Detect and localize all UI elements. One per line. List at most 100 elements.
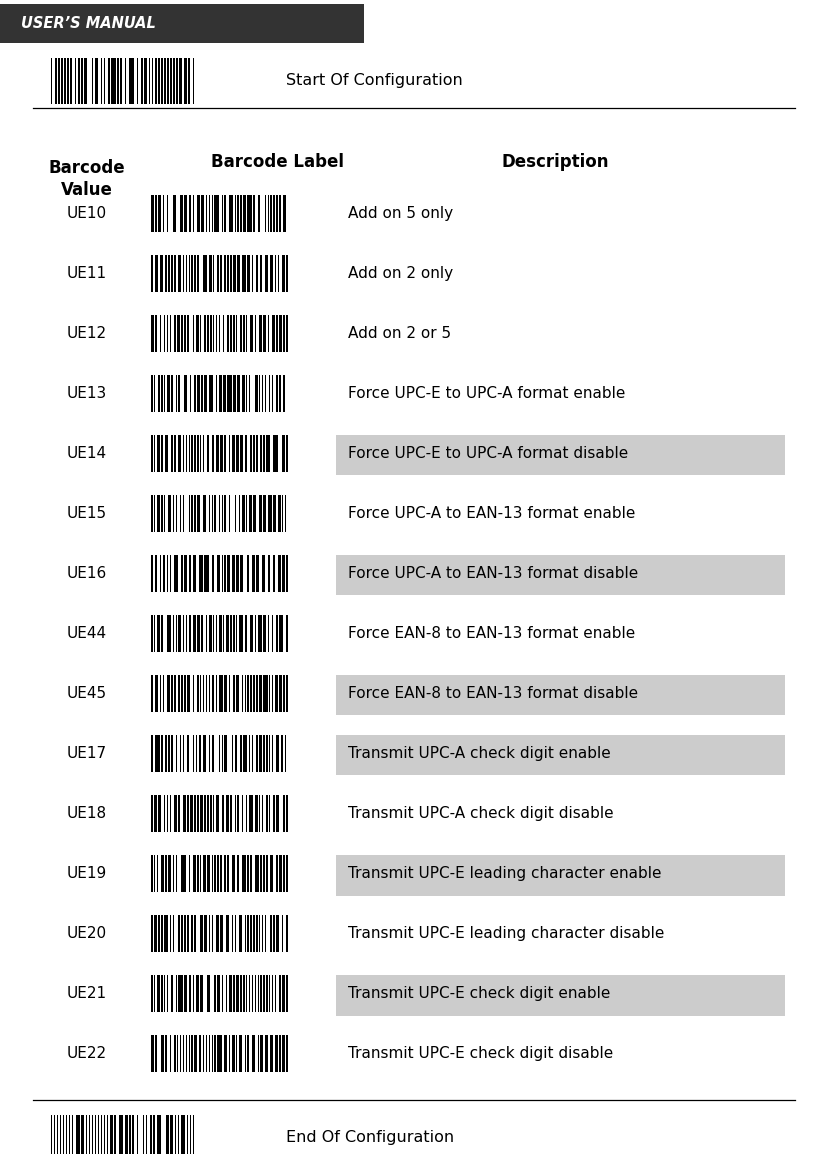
Bar (155, 735, 160, 772)
Bar (214, 855, 216, 892)
Bar (54, 1115, 55, 1154)
Bar (154, 975, 155, 1012)
Bar (255, 315, 256, 352)
Bar (256, 915, 257, 952)
Bar (125, 58, 127, 104)
Text: UE12: UE12 (67, 327, 107, 340)
Bar (78, 58, 79, 104)
Bar (224, 1035, 227, 1072)
Bar (211, 675, 214, 712)
Bar (155, 255, 158, 292)
Bar (236, 975, 238, 1012)
Bar (198, 1035, 201, 1072)
Bar (200, 435, 201, 472)
Bar (179, 195, 183, 232)
Bar (132, 1115, 134, 1154)
Bar (232, 435, 234, 472)
Bar (271, 315, 275, 352)
Bar (270, 255, 273, 292)
Bar (240, 315, 241, 352)
Bar (208, 195, 210, 232)
Bar (247, 255, 250, 292)
Bar (88, 1115, 90, 1154)
Text: UE11: UE11 (67, 267, 107, 280)
Bar (156, 615, 160, 652)
Bar (81, 58, 83, 104)
Bar (101, 1115, 102, 1154)
Bar (277, 495, 280, 532)
Bar (158, 795, 161, 832)
Bar (265, 255, 267, 292)
Bar (55, 58, 57, 104)
Bar (183, 615, 184, 652)
Bar (164, 375, 165, 412)
Bar (250, 615, 253, 652)
FancyBboxPatch shape (336, 555, 784, 595)
Bar (177, 315, 179, 352)
Bar (214, 195, 218, 232)
Bar (50, 1115, 52, 1154)
Bar (191, 435, 193, 472)
Bar (267, 195, 269, 232)
Bar (151, 315, 154, 352)
Bar (228, 435, 230, 472)
Bar (151, 555, 152, 592)
Bar (251, 735, 253, 772)
Bar (276, 195, 277, 232)
Bar (154, 495, 155, 532)
Bar (234, 495, 236, 532)
Bar (217, 255, 218, 292)
Bar (256, 435, 257, 472)
Bar (232, 375, 236, 412)
Bar (241, 495, 244, 532)
Text: Force UPC-E to UPC-A format disable: Force UPC-E to UPC-A format disable (347, 447, 627, 460)
Bar (187, 795, 189, 832)
Bar (187, 315, 189, 352)
Bar (259, 735, 261, 772)
Bar (203, 435, 204, 472)
Bar (208, 255, 211, 292)
Bar (183, 495, 184, 532)
Bar (249, 795, 253, 832)
Bar (136, 1115, 138, 1154)
Bar (208, 675, 210, 712)
Bar (257, 615, 261, 652)
Bar (151, 855, 152, 892)
Bar (243, 315, 244, 352)
Bar (277, 555, 280, 592)
Bar (58, 58, 60, 104)
Bar (250, 435, 251, 472)
Bar (238, 615, 243, 652)
Bar (178, 375, 179, 412)
Bar (107, 1115, 108, 1154)
Bar (217, 855, 218, 892)
Bar (273, 795, 275, 832)
Bar (249, 375, 250, 412)
Bar (200, 675, 201, 712)
Bar (237, 195, 238, 232)
Bar (263, 315, 265, 352)
Text: Force UPC-E to UPC-A format enable: Force UPC-E to UPC-A format enable (347, 387, 624, 400)
Bar (164, 495, 165, 532)
Bar (259, 315, 261, 352)
Bar (276, 315, 277, 352)
Bar (249, 975, 250, 1012)
Text: Force EAN-8 to EAN-13 format disable: Force EAN-8 to EAN-13 format disable (347, 687, 637, 700)
Bar (201, 195, 204, 232)
Bar (207, 975, 210, 1012)
Bar (211, 435, 214, 472)
Bar (263, 435, 265, 472)
Bar (263, 495, 265, 532)
Bar (260, 1035, 263, 1072)
Bar (224, 735, 227, 772)
Bar (156, 435, 160, 472)
Bar (143, 1115, 144, 1154)
Bar (189, 195, 191, 232)
Bar (247, 915, 249, 952)
Bar (177, 1035, 178, 1072)
Bar (189, 1115, 191, 1154)
Bar (253, 915, 255, 952)
Bar (164, 58, 165, 104)
Bar (194, 915, 195, 952)
Bar (270, 915, 271, 952)
